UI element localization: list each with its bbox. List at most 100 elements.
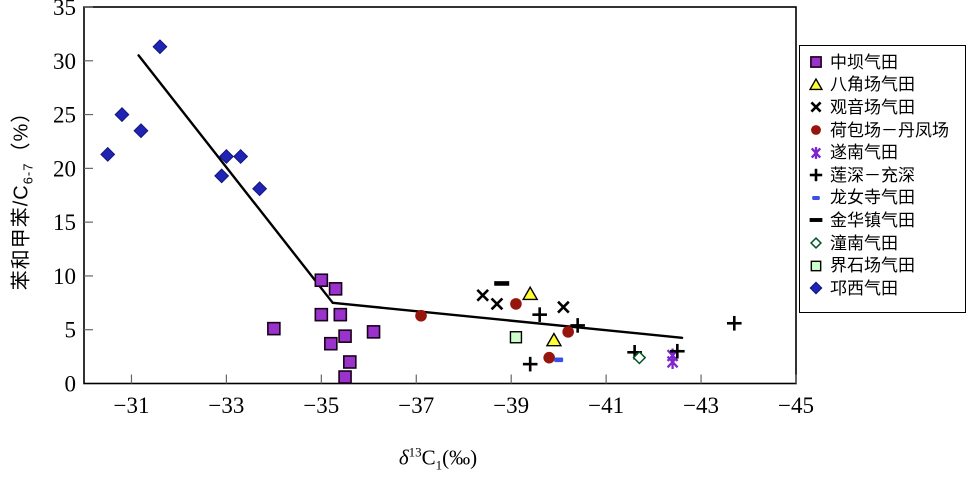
x-axis-title-c: C xyxy=(421,445,436,470)
y-tick-label: 0 xyxy=(65,372,77,397)
triangle-marker-icon xyxy=(545,332,563,347)
diamond-marker-icon xyxy=(218,149,234,165)
legend-item-label: 潼南气田 xyxy=(830,233,898,253)
square-marker-icon xyxy=(338,329,352,343)
legend-item: 荷包场－丹凤场 xyxy=(806,119,963,142)
legend-item: 遂南气田 xyxy=(806,141,963,164)
circle-marker-icon xyxy=(510,298,522,310)
legend-item-label: 观音场气田 xyxy=(830,97,915,117)
legend-item: 八角场气田 xyxy=(806,74,963,97)
y-tick-label: 30 xyxy=(53,49,76,74)
plus-legend-icon xyxy=(809,169,823,182)
dash_small-legend-icon xyxy=(812,195,820,200)
series-金华镇气田 xyxy=(494,281,510,286)
plot-frame xyxy=(83,6,797,385)
series-莲深－充深 xyxy=(522,307,742,372)
square-marker-icon xyxy=(343,355,357,369)
legend-item: 莲深－充深 xyxy=(806,164,963,187)
y-axis-title: 苯和甲苯/C6-7（%） xyxy=(5,102,36,291)
legend-item-label: 八角场气田 xyxy=(830,75,915,95)
xcross-marker-icon xyxy=(557,300,570,314)
legend-item-label: 界石场气田 xyxy=(830,256,915,276)
series-中坝气田 xyxy=(267,273,381,384)
dash-legend-icon xyxy=(809,218,823,223)
x-tick-label: −31 xyxy=(113,393,149,418)
diamond-marker-icon xyxy=(252,181,268,197)
square-marker-icon xyxy=(314,307,329,322)
trend-line xyxy=(331,301,684,339)
legend-item: 龙女寺气田 xyxy=(806,187,963,210)
series-八角场气田 xyxy=(521,285,563,347)
square_light-marker-icon xyxy=(810,260,822,272)
legend-item-label: 遂南气田 xyxy=(830,143,898,163)
series-荷包场－丹凤场 xyxy=(415,298,574,364)
diamond-marker-icon xyxy=(152,39,168,55)
square-marker-icon xyxy=(366,325,381,339)
legend-item: 观音场气田 xyxy=(806,96,963,119)
diamond_open-marker-icon xyxy=(810,237,822,250)
x-axis-title-superscript: 13 xyxy=(408,444,422,460)
y-axis-title-text: 苯和甲苯/C xyxy=(10,184,33,291)
x-axis-title-subscript: 1 xyxy=(435,457,443,473)
square_light-legend-icon xyxy=(810,260,822,272)
legend-item-label: 龙女寺气田 xyxy=(830,188,915,208)
y-tick-label: 35 xyxy=(53,0,76,20)
trend-line xyxy=(137,54,334,305)
triangle-marker-icon xyxy=(808,77,824,91)
diamond-marker-icon xyxy=(233,149,249,165)
diamond-marker-icon xyxy=(809,281,823,295)
x-tick-label: −41 xyxy=(588,393,624,418)
diamond_open-legend-icon xyxy=(810,237,822,250)
xcross-marker-icon xyxy=(476,288,490,302)
dash_small-marker-icon xyxy=(812,195,820,200)
dash-marker-icon xyxy=(809,218,823,223)
dash-marker-icon xyxy=(494,281,510,286)
x-tick-label: −37 xyxy=(398,393,434,418)
xcross-marker-icon xyxy=(810,101,822,113)
x-tick-label: −33 xyxy=(208,393,244,418)
legend-item-label: 邛西气田 xyxy=(830,278,898,298)
x-axis-title: δ13C1(‰) xyxy=(399,444,477,473)
series-邛西气田 xyxy=(100,39,268,197)
legend-item: 金华镇气田 xyxy=(806,209,963,232)
y-axis-title-unit: （%） xyxy=(10,101,33,163)
y-tick-label: 15 xyxy=(53,210,76,235)
triangle-marker-icon xyxy=(521,285,539,301)
square-marker-icon xyxy=(314,273,329,288)
circle-marker-icon xyxy=(543,351,555,364)
x-axis-title-unit: (‰) xyxy=(442,445,478,470)
legend: 中坝气田八角场气田 观音场气田 荷包场－丹凤场 遂南气田 莲深－充深 龙女寺气田 金华镇气田… xyxy=(799,45,966,313)
series-龙女寺气田 xyxy=(554,357,564,363)
circle-marker-icon xyxy=(811,125,821,136)
diamond-marker-icon xyxy=(100,146,116,162)
triangle-legend-icon xyxy=(808,77,824,91)
asterisk-marker-icon xyxy=(666,355,679,369)
diamond_open-marker-icon xyxy=(632,350,647,365)
legend-item: 界石场气田 xyxy=(806,254,963,277)
circle-marker-icon xyxy=(415,309,427,322)
circle-marker-icon xyxy=(562,326,574,338)
y-tick-label: 25 xyxy=(53,103,76,128)
y-tick-label: 10 xyxy=(53,264,76,289)
series-观音场气田 xyxy=(476,288,570,314)
legend-item-label: 金华镇气田 xyxy=(830,210,915,230)
x-tick-label: −43 xyxy=(683,393,719,418)
legend-item-label: 中坝气田 xyxy=(830,52,898,72)
square-marker-icon xyxy=(267,321,281,336)
y-tick-label: 5 xyxy=(65,318,77,343)
diamond-marker-icon xyxy=(114,107,130,123)
legend-item: 潼南气田 xyxy=(806,232,963,255)
asterisk-marker-icon xyxy=(810,147,822,159)
circle-legend-icon xyxy=(811,125,821,136)
series-界石场气田 xyxy=(509,331,523,344)
square-marker-icon xyxy=(328,282,343,296)
diamond-marker-icon xyxy=(133,123,149,139)
xcross-marker-icon xyxy=(490,297,504,311)
square_light-marker-icon xyxy=(509,331,523,344)
series-潼南气田 xyxy=(632,350,647,365)
diamond-marker-icon xyxy=(214,168,230,184)
square-marker-icon xyxy=(333,307,348,322)
x-tick-label: −39 xyxy=(493,393,529,418)
x-tick-label: −35 xyxy=(303,393,339,418)
